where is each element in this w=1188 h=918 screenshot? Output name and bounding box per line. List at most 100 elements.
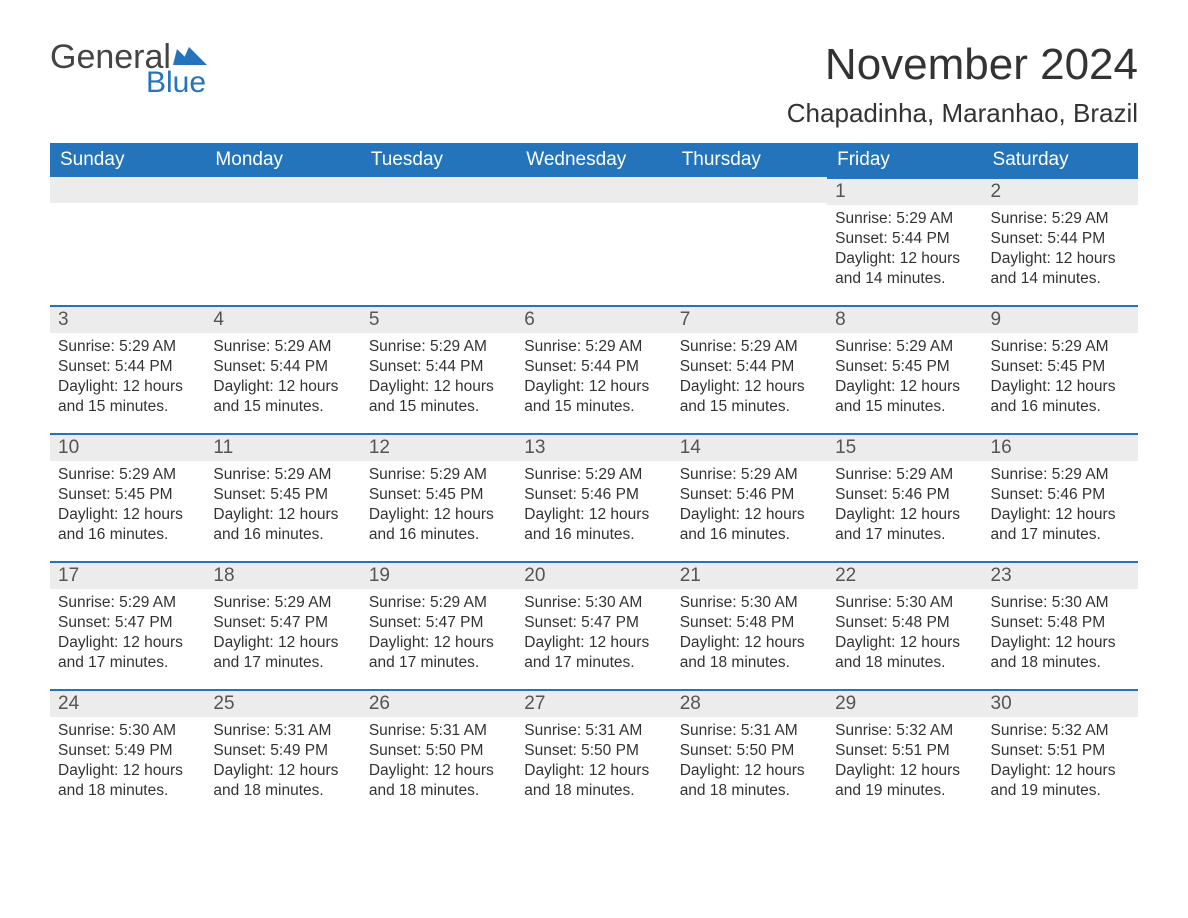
daylight-text: Daylight: 12 hours and 17 minutes.: [835, 505, 974, 545]
day-number: 1: [827, 177, 982, 205]
day-details: Sunrise: 5:29 AMSunset: 5:44 PMDaylight:…: [516, 333, 671, 426]
day-number: 3: [50, 305, 205, 333]
calendar-day-cell: 6Sunrise: 5:29 AMSunset: 5:44 PMDaylight…: [516, 305, 671, 433]
day-details: Sunrise: 5:29 AMSunset: 5:44 PMDaylight:…: [983, 205, 1138, 298]
empty-day: [516, 177, 671, 203]
page-title: November 2024: [787, 40, 1138, 90]
sunset-text: Sunset: 5:47 PM: [213, 613, 352, 633]
location-subtitle: Chapadinha, Maranhao, Brazil: [787, 98, 1138, 129]
day-number: 6: [516, 305, 671, 333]
calendar-day-cell: 3Sunrise: 5:29 AMSunset: 5:44 PMDaylight…: [50, 305, 205, 433]
sunrise-text: Sunrise: 5:31 AM: [213, 721, 352, 741]
sunset-text: Sunset: 5:46 PM: [524, 485, 663, 505]
weekday-header: Wednesday: [516, 143, 671, 177]
day-details: Sunrise: 5:29 AMSunset: 5:46 PMDaylight:…: [516, 461, 671, 554]
sunrise-text: Sunrise: 5:29 AM: [991, 337, 1130, 357]
calendar-day-cell: [50, 177, 205, 305]
sunrise-text: Sunrise: 5:29 AM: [835, 337, 974, 357]
daylight-text: Daylight: 12 hours and 17 minutes.: [991, 505, 1130, 545]
day-details: Sunrise: 5:31 AMSunset: 5:49 PMDaylight:…: [205, 717, 360, 810]
daylight-text: Daylight: 12 hours and 18 minutes.: [991, 633, 1130, 673]
day-number: 29: [827, 689, 982, 717]
day-details: Sunrise: 5:29 AMSunset: 5:44 PMDaylight:…: [672, 333, 827, 426]
day-details: Sunrise: 5:29 AMSunset: 5:44 PMDaylight:…: [361, 333, 516, 426]
sunrise-text: Sunrise: 5:31 AM: [680, 721, 819, 741]
daylight-text: Daylight: 12 hours and 18 minutes.: [680, 761, 819, 801]
weekday-header: Tuesday: [361, 143, 516, 177]
empty-day: [361, 177, 516, 203]
calendar-week-row: 1Sunrise: 5:29 AMSunset: 5:44 PMDaylight…: [50, 177, 1138, 305]
day-details: Sunrise: 5:32 AMSunset: 5:51 PMDaylight:…: [983, 717, 1138, 810]
sunset-text: Sunset: 5:45 PM: [369, 485, 508, 505]
calendar-day-cell: 19Sunrise: 5:29 AMSunset: 5:47 PMDayligh…: [361, 561, 516, 689]
sunset-text: Sunset: 5:47 PM: [369, 613, 508, 633]
day-number: 27: [516, 689, 671, 717]
daylight-text: Daylight: 12 hours and 17 minutes.: [369, 633, 508, 673]
day-number: 20: [516, 561, 671, 589]
sunrise-text: Sunrise: 5:29 AM: [58, 337, 197, 357]
sunrise-text: Sunrise: 5:29 AM: [369, 593, 508, 613]
day-number: 2: [983, 177, 1138, 205]
sunrise-text: Sunrise: 5:32 AM: [835, 721, 974, 741]
day-details: Sunrise: 5:29 AMSunset: 5:45 PMDaylight:…: [205, 461, 360, 554]
calendar-week-row: 17Sunrise: 5:29 AMSunset: 5:47 PMDayligh…: [50, 561, 1138, 689]
daylight-text: Daylight: 12 hours and 16 minutes.: [680, 505, 819, 545]
calendar-day-cell: 1Sunrise: 5:29 AMSunset: 5:44 PMDaylight…: [827, 177, 982, 305]
calendar-day-cell: 10Sunrise: 5:29 AMSunset: 5:45 PMDayligh…: [50, 433, 205, 561]
weekday-header: Thursday: [672, 143, 827, 177]
empty-day: [205, 177, 360, 203]
sunset-text: Sunset: 5:51 PM: [991, 741, 1130, 761]
sunrise-text: Sunrise: 5:32 AM: [991, 721, 1130, 741]
daylight-text: Daylight: 12 hours and 15 minutes.: [680, 377, 819, 417]
day-details: Sunrise: 5:32 AMSunset: 5:51 PMDaylight:…: [827, 717, 982, 810]
day-details: Sunrise: 5:29 AMSunset: 5:45 PMDaylight:…: [983, 333, 1138, 426]
sunset-text: Sunset: 5:44 PM: [680, 357, 819, 377]
sunrise-text: Sunrise: 5:29 AM: [58, 465, 197, 485]
daylight-text: Daylight: 12 hours and 18 minutes.: [835, 633, 974, 673]
weekday-header: Sunday: [50, 143, 205, 177]
calendar-week-row: 3Sunrise: 5:29 AMSunset: 5:44 PMDaylight…: [50, 305, 1138, 433]
sunrise-text: Sunrise: 5:30 AM: [991, 593, 1130, 613]
sunset-text: Sunset: 5:47 PM: [58, 613, 197, 633]
day-number: 10: [50, 433, 205, 461]
calendar-day-cell: 15Sunrise: 5:29 AMSunset: 5:46 PMDayligh…: [827, 433, 982, 561]
weekday-header-row: Sunday Monday Tuesday Wednesday Thursday…: [50, 143, 1138, 177]
weekday-header: Saturday: [983, 143, 1138, 177]
day-number: 14: [672, 433, 827, 461]
day-number: 23: [983, 561, 1138, 589]
calendar-body: 1Sunrise: 5:29 AMSunset: 5:44 PMDaylight…: [50, 177, 1138, 817]
sunset-text: Sunset: 5:48 PM: [991, 613, 1130, 633]
sunrise-text: Sunrise: 5:29 AM: [835, 465, 974, 485]
daylight-text: Daylight: 12 hours and 17 minutes.: [524, 633, 663, 673]
sunset-text: Sunset: 5:45 PM: [835, 357, 974, 377]
calendar-day-cell: 11Sunrise: 5:29 AMSunset: 5:45 PMDayligh…: [205, 433, 360, 561]
day-number: 12: [361, 433, 516, 461]
day-details: Sunrise: 5:29 AMSunset: 5:44 PMDaylight:…: [827, 205, 982, 298]
sunset-text: Sunset: 5:49 PM: [58, 741, 197, 761]
daylight-text: Daylight: 12 hours and 18 minutes.: [58, 761, 197, 801]
day-number: 5: [361, 305, 516, 333]
sunrise-text: Sunrise: 5:29 AM: [680, 337, 819, 357]
day-details: Sunrise: 5:29 AMSunset: 5:44 PMDaylight:…: [205, 333, 360, 426]
calendar-table: Sunday Monday Tuesday Wednesday Thursday…: [50, 143, 1138, 817]
sunrise-text: Sunrise: 5:29 AM: [213, 465, 352, 485]
sunrise-text: Sunrise: 5:29 AM: [58, 593, 197, 613]
calendar-day-cell: 2Sunrise: 5:29 AMSunset: 5:44 PMDaylight…: [983, 177, 1138, 305]
sunset-text: Sunset: 5:45 PM: [991, 357, 1130, 377]
daylight-text: Daylight: 12 hours and 16 minutes.: [58, 505, 197, 545]
day-number: 7: [672, 305, 827, 333]
sunrise-text: Sunrise: 5:30 AM: [524, 593, 663, 613]
calendar-day-cell: 13Sunrise: 5:29 AMSunset: 5:46 PMDayligh…: [516, 433, 671, 561]
daylight-text: Daylight: 12 hours and 18 minutes.: [213, 761, 352, 801]
daylight-text: Daylight: 12 hours and 16 minutes.: [991, 377, 1130, 417]
daylight-text: Daylight: 12 hours and 14 minutes.: [835, 249, 974, 289]
day-details: Sunrise: 5:29 AMSunset: 5:46 PMDaylight:…: [983, 461, 1138, 554]
day-number: 13: [516, 433, 671, 461]
sunrise-text: Sunrise: 5:29 AM: [991, 465, 1130, 485]
calendar-day-cell: 29Sunrise: 5:32 AMSunset: 5:51 PMDayligh…: [827, 689, 982, 817]
calendar-day-cell: 22Sunrise: 5:30 AMSunset: 5:48 PMDayligh…: [827, 561, 982, 689]
empty-day: [50, 177, 205, 203]
sunset-text: Sunset: 5:45 PM: [213, 485, 352, 505]
calendar-day-cell: 8Sunrise: 5:29 AMSunset: 5:45 PMDaylight…: [827, 305, 982, 433]
calendar-day-cell: 30Sunrise: 5:32 AMSunset: 5:51 PMDayligh…: [983, 689, 1138, 817]
